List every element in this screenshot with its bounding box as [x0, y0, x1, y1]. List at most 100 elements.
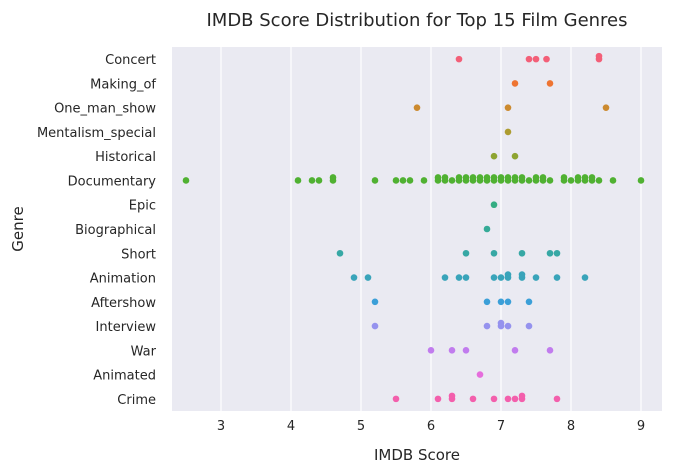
data-point — [455, 174, 463, 181]
data-point — [455, 274, 463, 281]
data-point — [490, 152, 498, 160]
data-point — [413, 104, 421, 111]
data-point — [560, 174, 568, 181]
data-point — [553, 274, 561, 281]
data-point — [483, 298, 491, 306]
data-point — [490, 174, 498, 181]
data-point — [420, 177, 428, 184]
data-point — [574, 174, 582, 181]
data-point — [609, 177, 617, 184]
x-tick-label: 6 — [427, 419, 435, 434]
data-point — [490, 274, 498, 281]
x-tick-label: 9 — [637, 419, 645, 434]
data-point — [406, 177, 414, 184]
data-point — [483, 174, 491, 181]
x-tick-label: 4 — [287, 419, 295, 434]
y-tick-label: Epic — [129, 199, 156, 214]
data-point — [518, 271, 526, 278]
data-point — [518, 249, 526, 257]
data-point — [490, 395, 498, 403]
data-point — [504, 298, 512, 306]
data-point — [434, 395, 442, 403]
data-point — [553, 395, 561, 403]
chart-title: IMDB Score Distribution for Top 15 Film … — [206, 10, 627, 31]
data-point — [469, 174, 477, 181]
y-tick-label: War — [131, 344, 157, 359]
data-point — [546, 249, 554, 257]
data-point — [462, 347, 470, 354]
data-point — [294, 177, 302, 184]
data-point — [364, 274, 372, 281]
data-point — [595, 52, 603, 60]
data-point — [476, 174, 484, 181]
data-point — [518, 174, 526, 181]
y-tick-labels: Concert Making_of One_man_show Mentalism_sp… — [37, 53, 157, 408]
data-point — [462, 174, 470, 181]
data-point — [546, 347, 554, 354]
y-tick-label: Historical — [95, 150, 156, 165]
data-point — [476, 371, 484, 378]
y-tick-label: Short — [121, 247, 156, 262]
data-point — [532, 174, 540, 181]
data-point — [581, 174, 589, 181]
x-axis-label: IMDB Score — [374, 446, 460, 464]
y-tick-label: Documentary — [68, 174, 157, 189]
data-point — [308, 177, 316, 184]
data-point — [511, 395, 519, 403]
data-point — [504, 395, 512, 403]
data-point — [350, 274, 358, 281]
y-tick-label: Making_of — [90, 77, 156, 92]
y-tick-label: Animation — [90, 272, 156, 287]
data-point — [455, 55, 463, 63]
data-point — [602, 104, 610, 111]
data-point — [504, 128, 512, 136]
data-point — [441, 174, 449, 181]
plot-area — [172, 47, 662, 411]
data-point — [553, 249, 561, 257]
data-point — [511, 80, 519, 87]
data-point — [392, 395, 400, 403]
data-point — [504, 104, 512, 111]
data-point — [525, 298, 533, 306]
y-tick-label: Concert — [105, 53, 156, 68]
y-axis-label: Genre — [9, 206, 27, 251]
data-point — [497, 298, 505, 306]
data-point — [434, 174, 442, 181]
x-tick-label: 8 — [567, 419, 575, 434]
data-point — [462, 249, 470, 257]
x-tick-label: 7 — [497, 419, 505, 434]
data-point — [511, 152, 519, 160]
data-point — [532, 274, 540, 281]
data-point — [427, 347, 435, 354]
data-point — [532, 55, 540, 63]
data-point — [371, 322, 379, 330]
data-point — [490, 249, 498, 257]
data-point — [448, 347, 456, 354]
data-point — [504, 322, 512, 330]
data-point — [469, 395, 477, 403]
data-point — [483, 225, 491, 233]
data-point — [182, 177, 190, 184]
data-point — [497, 274, 505, 281]
y-tick-label: One_man_show — [54, 102, 156, 117]
data-point — [567, 177, 575, 184]
x-tick-label: 5 — [357, 419, 365, 434]
data-point — [448, 177, 456, 184]
data-point — [392, 177, 400, 184]
data-point — [399, 177, 407, 184]
data-point — [504, 174, 512, 181]
data-point — [483, 322, 491, 330]
data-point — [504, 271, 512, 278]
data-point — [371, 298, 379, 306]
data-point — [543, 55, 550, 63]
y-tick-label: Interview — [96, 320, 157, 335]
data-point — [511, 174, 519, 181]
data-point — [525, 177, 533, 184]
data-point — [497, 319, 505, 327]
data-point — [539, 174, 547, 181]
data-point — [441, 274, 449, 281]
y-tick-label: Aftershow — [91, 296, 156, 311]
x-tick-labels: 3 4 5 6 7 8 9 — [217, 419, 645, 434]
y-tick-label: Mentalism_special — [37, 126, 156, 141]
